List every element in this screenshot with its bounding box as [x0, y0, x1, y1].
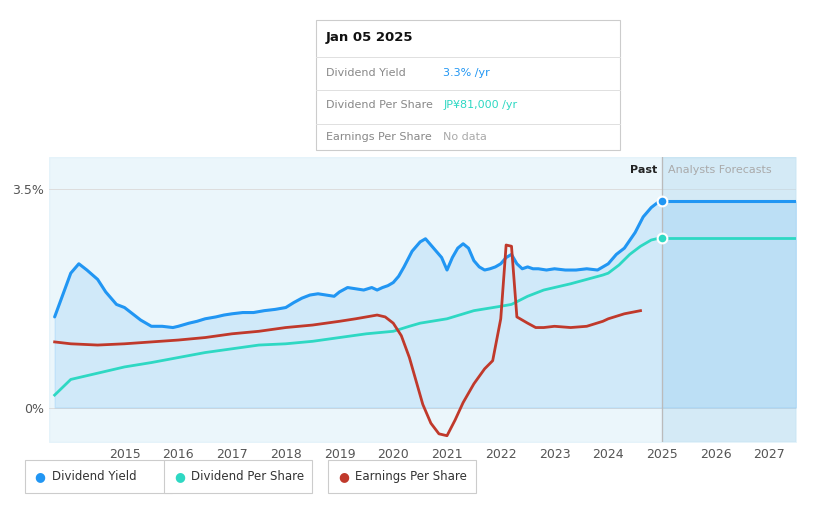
- Text: 3.3% /yr: 3.3% /yr: [443, 68, 490, 78]
- Bar: [662, 157, 796, 442]
- Text: Dividend Per Share: Dividend Per Share: [191, 470, 305, 483]
- Text: ●: ●: [338, 470, 349, 483]
- Text: No data: No data: [443, 132, 487, 142]
- Text: Past: Past: [631, 165, 658, 175]
- Text: Dividend Yield: Dividend Yield: [326, 68, 406, 78]
- Text: Earnings Per Share: Earnings Per Share: [326, 132, 432, 142]
- Text: Dividend Per Share: Dividend Per Share: [326, 100, 433, 110]
- Text: ●: ●: [34, 470, 45, 483]
- Text: Jan 05 2025: Jan 05 2025: [326, 31, 414, 45]
- Text: Dividend Yield: Dividend Yield: [52, 470, 136, 483]
- Text: ●: ●: [174, 470, 185, 483]
- Text: Analysts Forecasts: Analysts Forecasts: [668, 165, 772, 175]
- Text: JP¥81,000 /yr: JP¥81,000 /yr: [443, 100, 517, 110]
- Text: Earnings Per Share: Earnings Per Share: [355, 470, 467, 483]
